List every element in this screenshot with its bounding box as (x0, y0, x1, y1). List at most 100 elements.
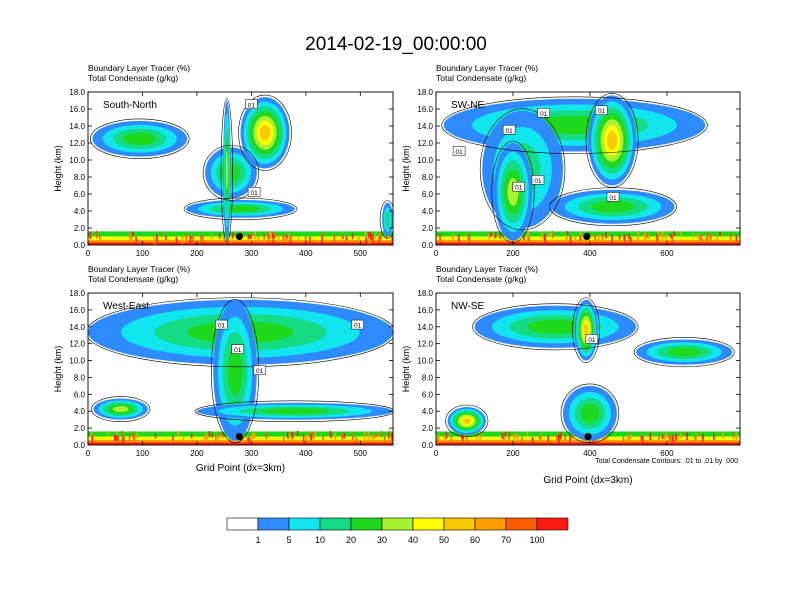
surface-streak (89, 231, 92, 239)
surface-streak (116, 432, 118, 437)
condensate-contour (445, 404, 489, 438)
surface-streak (569, 436, 571, 444)
y-tick-label: 16.0 (69, 105, 85, 114)
condensate-cloud (223, 100, 231, 241)
y-tick-label: 2.0 (422, 224, 434, 233)
surface-streak (699, 234, 702, 241)
surface-streak (270, 233, 273, 238)
surface-streak (700, 237, 703, 244)
surface-streak (289, 234, 292, 243)
surface-streak (378, 236, 381, 242)
cloud-level-4 (123, 132, 157, 145)
surface-streak (713, 433, 715, 440)
surface-streak (314, 432, 317, 437)
x-tick-label: 500 (354, 249, 368, 258)
surface-streak (637, 230, 640, 238)
x-tick-label: 0 (434, 449, 439, 458)
y-tick-label: 0.0 (74, 241, 86, 250)
surface-streak (371, 435, 374, 441)
surface-streak (579, 235, 582, 241)
surface-streak (165, 235, 167, 241)
y-tick-label: 12.0 (417, 340, 433, 349)
x-tick-label: 100 (136, 249, 150, 258)
surface-streak (501, 432, 504, 440)
legend-swatch (505, 517, 538, 531)
contour-label-box (245, 99, 258, 109)
surface-streak (222, 431, 224, 437)
surface-streak (452, 234, 454, 241)
surface-streak (363, 432, 366, 440)
surface-streak (343, 433, 346, 439)
condensate-contour (633, 337, 735, 368)
cloud-level-5 (225, 150, 228, 191)
surface-streak (371, 234, 374, 243)
surface-streak (707, 232, 709, 238)
surface-streak (494, 231, 497, 239)
y-tick-label: 16.0 (69, 306, 85, 315)
contour-footnote: Total Condensate Contours: .01 to .01 by… (595, 458, 738, 465)
surface-streak (231, 232, 234, 239)
condensate-contour (549, 187, 677, 227)
surface-streak (641, 435, 644, 443)
surface-streak (115, 435, 118, 442)
cross-section-label: SW-NE (451, 100, 484, 111)
surface-streak (368, 231, 370, 239)
condensate-cloud (493, 143, 533, 241)
surface-streak (136, 431, 139, 439)
cloud-level-3 (385, 211, 390, 228)
surface-streak (547, 435, 549, 442)
contour-label-box (231, 344, 245, 354)
surface-streak (130, 232, 133, 240)
y-tick-label: 14.0 (69, 323, 85, 332)
contour-label-box (537, 108, 550, 118)
condensate-contour (472, 303, 639, 351)
cloud-level-4 (667, 347, 701, 357)
x-tick-label: 600 (660, 449, 674, 458)
surface-streak (133, 435, 136, 441)
surface-streak (222, 234, 225, 241)
x-tick-label: 100 (136, 449, 150, 458)
contour-label: 01 (609, 195, 617, 202)
legend-label: 40 (408, 535, 418, 545)
surface-streak (215, 436, 217, 443)
surface-streak (729, 233, 732, 240)
contour-label: 01 (218, 323, 226, 330)
contour-label-box (585, 334, 599, 344)
surface-streak (648, 234, 650, 240)
surface-streak (735, 235, 738, 242)
shaded-field: 01 01 01 01 (88, 293, 393, 445)
surface-streak (177, 431, 180, 437)
surface-streak (579, 231, 582, 236)
surface-streak (263, 233, 265, 240)
surface-streak (670, 233, 672, 239)
surface-streak (254, 231, 256, 239)
legend-swatch (226, 517, 259, 531)
contour-label: 01 (234, 347, 242, 354)
contour-label-box (247, 187, 261, 197)
contour-label: 01 (588, 337, 596, 344)
surface-streak (330, 433, 332, 439)
contour-label: 01 (354, 323, 362, 330)
surface-streak (351, 233, 354, 240)
surface-streak (702, 433, 704, 439)
panel-top-right: 01 01 01 01 01 01 01 0.0 2.0 4.0 6.0 8.0 10.0 12.0 14.… (401, 63, 741, 258)
surface-streak (499, 232, 501, 238)
plot-frame (435, 292, 741, 446)
surface-streak (182, 437, 185, 443)
condensate-cloud (240, 97, 290, 169)
condensate-cloud (92, 120, 188, 157)
main-title: 2014-02-19_00:00:00 (305, 34, 487, 55)
surface-streak (515, 433, 518, 439)
surface-streak (132, 231, 134, 237)
surface-streak (374, 232, 377, 240)
y-axis-label: Height (km) (53, 145, 63, 192)
surface-streak (96, 230, 98, 239)
y-tick-label: 6.0 (74, 390, 86, 399)
cloud-level-5 (112, 406, 129, 413)
contour-label-box (531, 175, 545, 185)
panels: 01010.02.04.06.08.010.012.014.016.018.00… (53, 63, 741, 486)
surface-streak (391, 436, 393, 442)
surface-streak (466, 434, 468, 443)
y-tick-label: 8.0 (74, 373, 86, 382)
contour-label-box (253, 365, 266, 375)
